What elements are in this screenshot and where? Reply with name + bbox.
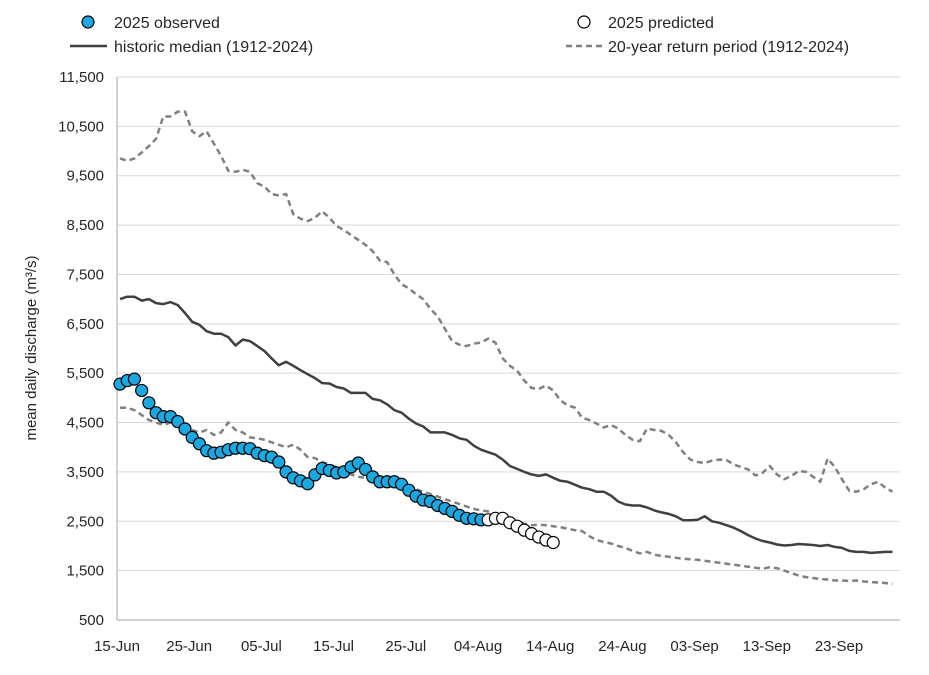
x-tick-label: 13-Sep bbox=[743, 638, 791, 655]
y-tick-label: 1,500 bbox=[66, 563, 104, 580]
return-period-high-line bbox=[119, 110, 894, 493]
y-tick-label: 2,500 bbox=[66, 513, 104, 530]
y-tick-label: 10,500 bbox=[58, 118, 104, 135]
observed-point bbox=[301, 477, 315, 491]
median-line bbox=[119, 295, 893, 555]
x-tick-label: 03-Sep bbox=[670, 638, 718, 655]
y-tick-label: 7,500 bbox=[66, 266, 104, 283]
y-tick-label: 6,500 bbox=[66, 316, 104, 333]
x-tick-label: 15-Jul bbox=[313, 638, 354, 655]
series-markers bbox=[113, 372, 560, 550]
legend-label-observed: 2025 observed bbox=[114, 15, 220, 32]
x-tick-label: 14-Aug bbox=[526, 638, 574, 655]
observed-point bbox=[135, 383, 149, 398]
x-tick-label: 05-Jul bbox=[241, 638, 282, 655]
legend-label-median: historic median (1912-2024) bbox=[114, 39, 313, 56]
x-tick-label: 24-Aug bbox=[598, 638, 646, 655]
legend: 2025 observed 2025 predicted historic me… bbox=[70, 15, 849, 56]
x-tick-label: 25-Jun bbox=[166, 638, 212, 655]
y-tick-label: 3,500 bbox=[66, 464, 104, 481]
y-tick-label: 11,500 bbox=[59, 69, 104, 86]
y-tick-label: 5,500 bbox=[66, 365, 104, 382]
y-axis-label: mean daily discharge (m³/s) bbox=[23, 255, 40, 440]
gridlines bbox=[117, 76, 900, 621]
y-tick-label: 4,500 bbox=[66, 415, 104, 432]
legend-marker-predicted bbox=[577, 15, 591, 29]
observed-point bbox=[127, 372, 142, 386]
y-tick-labels: 500 1,500 2,500 3,500 4,500 5,500 6,500 7,500 8,… bbox=[58, 69, 104, 629]
legend-label-predicted: 2025 predicted bbox=[608, 15, 714, 32]
x-tick-label: 04-Aug bbox=[454, 638, 502, 655]
observed-point bbox=[142, 396, 156, 410]
predicted-point bbox=[546, 535, 560, 550]
observed-point bbox=[272, 455, 286, 469]
y-tick-label: 9,500 bbox=[66, 168, 104, 185]
x-tick-label: 23-Sep bbox=[815, 638, 863, 655]
legend-marker-observed bbox=[81, 15, 95, 29]
x-tick-labels: 15-Jun 25-Jun 05-Jul 15-Jul 25-Jul 04-Aug 14-A… bbox=[94, 638, 863, 655]
x-tick-label: 15-Jun bbox=[94, 638, 140, 655]
y-tick-label: 500 bbox=[79, 612, 104, 629]
observed-point bbox=[178, 422, 192, 436]
legend-label-return-period: 20-year return period (1912-2024) bbox=[608, 39, 849, 56]
return-period-low-line bbox=[120, 406, 893, 586]
y-tick-label: 8,500 bbox=[66, 217, 104, 234]
x-tick-label: 25-Jul bbox=[385, 638, 426, 655]
